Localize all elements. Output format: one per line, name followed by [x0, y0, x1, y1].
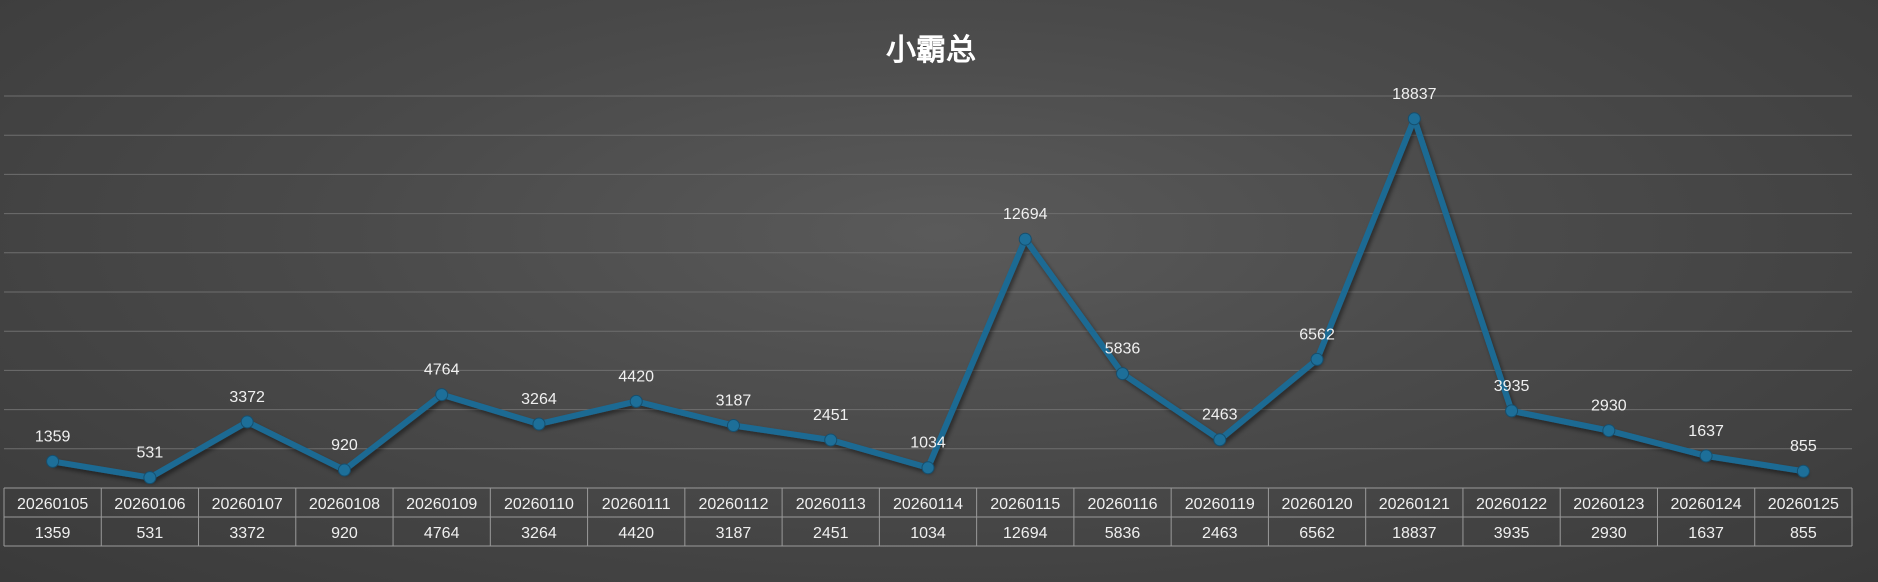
- data-point-marker: [337, 463, 351, 477]
- data-label: 1034: [910, 435, 946, 452]
- category-cell: 20260105: [17, 496, 88, 513]
- data-point-marker: [532, 417, 546, 431]
- value-cell: 6562: [1299, 525, 1335, 542]
- data-table: 20260105 20260106 20260107 20260108 20260109…: [3, 487, 1853, 547]
- value-cell: 1359: [35, 525, 71, 542]
- category-cell: 20260109: [406, 496, 477, 513]
- value-cell: 2451: [813, 525, 849, 542]
- data-label: 4420: [618, 368, 654, 385]
- category-cell: 20260107: [212, 496, 283, 513]
- category-cell: 20260111: [602, 496, 671, 513]
- data-point-marker: [1602, 424, 1616, 438]
- data-point-marker: [1116, 367, 1130, 381]
- value-cell: 3372: [229, 525, 265, 542]
- value-cell: 3935: [1494, 525, 1530, 542]
- category-cell: 20260125: [1768, 496, 1839, 513]
- category-cell: 20260119: [1185, 496, 1255, 513]
- data-point-marker: [240, 415, 254, 429]
- value-cell: 2930: [1591, 525, 1627, 542]
- data-point-marker: [1699, 449, 1713, 463]
- category-cell: 20260120: [1281, 496, 1352, 513]
- value-cell: 4420: [618, 525, 654, 542]
- data-point-marker: [46, 454, 60, 468]
- category-cell: 20260123: [1573, 496, 1644, 513]
- value-cell: 4764: [424, 525, 460, 542]
- category-cell: 20260122: [1476, 496, 1547, 513]
- category-cell: 20260124: [1671, 496, 1742, 513]
- data-label: 855: [1790, 438, 1817, 455]
- category-cell: 20260106: [114, 496, 185, 513]
- data-labels: 1359 531 3372 920 4764 3264 4420 3187 2451 1034 12…: [35, 86, 1817, 462]
- category-cell: 20260108: [309, 496, 380, 513]
- data-point-marker: [1213, 433, 1227, 447]
- series-line: [49, 115, 1807, 481]
- data-point-marker: [824, 433, 838, 447]
- data-label: 3187: [716, 393, 752, 410]
- value-cell: 2463: [1202, 525, 1238, 542]
- value-cell: 5836: [1105, 525, 1141, 542]
- data-label: 4764: [424, 362, 460, 379]
- category-cell: 20260115: [990, 496, 1060, 513]
- gridlines: [4, 95, 1852, 450]
- data-label: 6562: [1299, 326, 1335, 343]
- category-cell: 20260110: [504, 496, 574, 513]
- data-point-marker: [921, 461, 935, 475]
- value-cell: 920: [331, 525, 358, 542]
- chart-title: 小霸总: [886, 33, 976, 68]
- data-point-marker: [1407, 112, 1421, 126]
- value-cell: 12694: [1003, 525, 1048, 542]
- category-cell: 20260116: [1088, 496, 1158, 513]
- category-cell: 20260114: [893, 496, 963, 513]
- data-point-marker: [629, 394, 643, 408]
- data-point-marker: [1310, 352, 1324, 366]
- series-line-group: [49, 115, 1807, 481]
- data-label: 2463: [1202, 407, 1238, 424]
- data-label: 3372: [229, 389, 265, 406]
- category-cell: 20260113: [796, 496, 866, 513]
- markers: [46, 112, 1810, 485]
- value-cell: 3187: [716, 525, 752, 542]
- data-point-marker: [435, 388, 449, 402]
- data-label: 1637: [1688, 423, 1724, 440]
- data-label: 3264: [521, 391, 557, 408]
- data-label: 5836: [1105, 341, 1141, 358]
- category-cell: 20260112: [698, 496, 768, 513]
- value-cell: 3264: [521, 525, 557, 542]
- data-label: 531: [137, 445, 164, 462]
- data-label: 920: [331, 437, 358, 454]
- data-point-marker: [726, 419, 740, 433]
- data-point-marker: [1018, 232, 1032, 246]
- value-cell: 18837: [1392, 525, 1437, 542]
- data-point-marker: [1505, 404, 1519, 418]
- data-point-marker: [1796, 464, 1810, 478]
- data-label: 3935: [1494, 378, 1530, 395]
- value-cell: 1637: [1688, 525, 1724, 542]
- data-label: 18837: [1392, 86, 1437, 103]
- value-cell: 531: [137, 525, 164, 542]
- data-label: 1359: [35, 428, 71, 445]
- data-label: 2451: [813, 407, 849, 424]
- category-cell: 20260121: [1379, 496, 1450, 513]
- data-point-marker: [143, 471, 157, 485]
- value-cell: 855: [1790, 525, 1817, 542]
- data-label: 12694: [1003, 206, 1048, 223]
- value-cell: 1034: [910, 525, 946, 542]
- data-label: 2930: [1591, 398, 1627, 415]
